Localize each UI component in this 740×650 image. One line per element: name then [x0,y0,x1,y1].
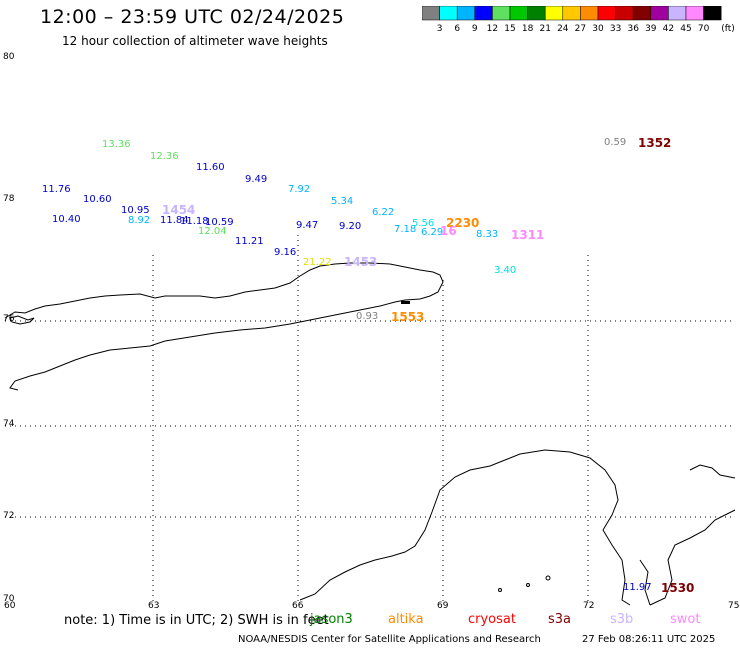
wave-height-label: 11.18 [180,216,209,227]
legend-item: s3a [548,612,572,627]
color-scale-tick: 6 [454,24,460,34]
color-scale-bar: 3 6 9 12 15 18 21 24 27 30 33 36 39 42 45 70 (ft) [422,6,735,34]
coastline-gydan [649,509,736,606]
wave-height-label: 11.21 [235,236,264,247]
lon-label: 75 [728,601,740,611]
wave-height-label: 12.36 [150,151,179,162]
wave-height-label: 0.93 [356,311,379,322]
lon-label: 69 [437,601,449,611]
color-scale-tick: 21 [539,24,550,34]
color-scale-tick: 9 [472,24,478,34]
color-swatch [703,6,722,21]
pass-time-label: 1311 [511,228,545,242]
lon-label: 66 [292,601,304,611]
pass-time-label: 16 [440,224,457,238]
lat-label: 80 [3,52,15,62]
wave-height-label: 13.36 [102,139,131,150]
lat-label: 74 [3,419,15,429]
wave-height-label: 10.59 [205,217,234,228]
wave-height-label: 10.40 [52,214,81,225]
color-scale-tick: 24 [557,24,569,34]
wave-height-label: 3.40 [494,265,517,276]
pass-time-label: 1454 [162,203,196,217]
color-scale-tick: 15 [504,24,515,34]
legend-item: cryosat [468,612,516,627]
timestamp-text: 27 Feb 08:26:11 UTC 2025 [582,634,716,645]
credit-text: NOAA/NESDIS Center for Satellite Applica… [238,634,541,645]
lat-label: 78 [3,194,15,204]
color-scale-tick: 33 [610,24,621,34]
legend-item: jason3 [310,612,353,627]
lat-label: 70 [3,594,15,604]
wave-height-label: 6.29 [421,227,444,238]
wave-height-label: 6.22 [372,207,395,218]
vessel-marker [401,301,410,304]
wave-height-label: 12.04 [198,226,227,237]
note-text: note: 1) Time is in UTC; 2) SWH is in fe… [64,613,329,628]
coastline-gydan-north [689,464,736,479]
coastline-island-small [9,315,35,325]
wave-height-label: 10.95 [121,205,150,216]
lon-label: 60 [4,601,16,611]
wave-height-label: 8.33 [476,229,499,240]
color-scale-tick: 30 [592,24,604,34]
wave-height-label: 9.20 [339,221,362,232]
lon-label: 72 [583,601,595,611]
coastline [4,262,736,606]
map-subtitle: 12 hour collection of altimeter wave hei… [62,34,328,48]
color-scale-tick: 36 [627,24,639,34]
legend-item: s3b [610,612,634,627]
grid-lines [5,235,735,605]
color-scale-tick: 18 [522,24,534,34]
color-scale-tick: 39 [645,24,657,34]
lat-label: 72 [3,511,15,521]
color-scale-tick: 12 [487,24,498,34]
islet [498,588,502,592]
color-scale-tick: 70 [698,24,710,34]
small-islands [498,575,551,592]
islet [526,583,530,587]
wave-height-label: 11.60 [196,162,225,173]
wave-height-label: 10.60 [83,194,112,205]
coastline-novaya-zemlya-north [4,262,444,391]
wave-height-label: 21.22 [303,257,332,268]
map-title: 12:00 – 23:59 UTC 02/24/2025 [40,6,345,28]
wave-height-label: 0.59 [604,137,627,148]
pass-time-label: 1352 [638,136,672,150]
wave-height-label: 8.92 [128,215,151,226]
pass-time-label: 1553 [391,310,425,324]
wave-height-label: 9.49 [245,174,268,185]
wave-height-label: 11.76 [42,184,71,195]
lat-label: 76 [3,314,15,324]
wave-height-label: 7.92 [288,184,311,195]
coastline-yamal [299,449,631,606]
color-scale-tick: 3 [437,24,443,34]
wave-height-label: 11.84 [160,215,189,226]
color-scale-tick: 45 [680,24,691,34]
color-scale-tick: 27 [575,24,586,34]
pass-time-label: 1530 [661,581,695,595]
wave-height-label: 5.56 [412,218,435,229]
wave-height-label: 7.18 [394,224,417,235]
lon-label: 63 [148,601,160,611]
pass-time-label: 2230 [446,216,480,230]
color-scale-tick: 42 [663,24,674,34]
wave-height-label: 11.97 [623,582,652,593]
color-scale-unit: (ft) [721,24,735,34]
ship-marker [401,301,410,304]
islet [545,575,551,581]
coastline-bay [639,559,651,606]
wave-height-label: 9.16 [274,247,297,258]
pass-time-label: 1453 [344,255,378,269]
legend-item: altika [388,612,424,627]
wave-height-label: 5.34 [331,196,354,207]
legend-item: swot [670,612,701,627]
wave-height-label: 9.47 [296,220,319,231]
